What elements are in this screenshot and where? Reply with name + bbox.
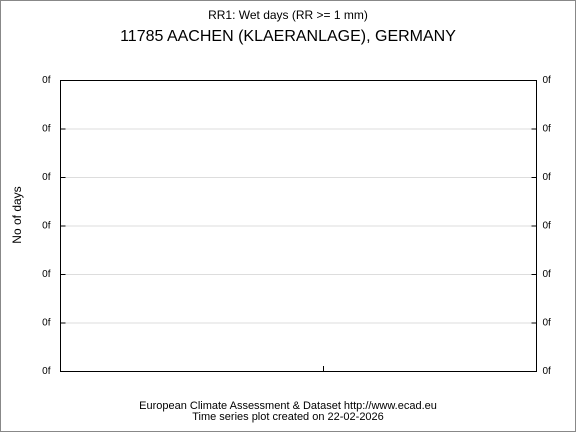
footer-line: European Climate Assessment & Dataset ht… <box>139 400 437 412</box>
y-tick-label: 0f <box>42 318 51 329</box>
y-tick-label: 0f <box>543 318 552 329</box>
y-tick-label: 0f <box>543 75 552 86</box>
chart-title: RR1: Wet days (RR >= 1 mm) <box>208 8 368 22</box>
plot-frame <box>60 80 537 372</box>
y-tick-label: 0f <box>42 366 51 377</box>
footer-line: Time series plot created on 22-02-2026 <box>192 411 384 423</box>
y-tick-label: 0f <box>543 366 552 377</box>
y-tick-label: 0f <box>543 269 552 280</box>
y-tick-label: 0f <box>543 172 552 183</box>
chart-subtitle: 11785 AACHEN (KLAERANLAGE), GERMANY <box>120 28 456 45</box>
y-tick-label: 0f <box>42 221 51 232</box>
y-tick-label: 0f <box>42 269 51 280</box>
y-tick-label: 0f <box>543 221 552 232</box>
y-tick-label: 0f <box>42 124 51 135</box>
y-axis-label: No of days <box>10 186 24 243</box>
y-tick-label: 0f <box>42 172 51 183</box>
y-tick-label: 0f <box>543 124 552 135</box>
y-tick-label: 0f <box>42 75 51 86</box>
